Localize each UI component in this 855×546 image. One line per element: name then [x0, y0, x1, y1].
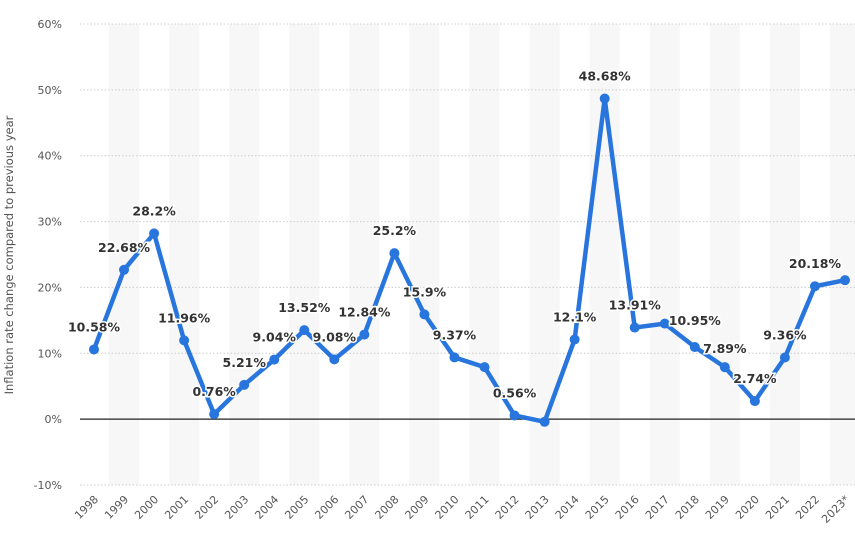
column-band — [469, 24, 500, 485]
y-tick-label: 0% — [45, 413, 62, 426]
data-point — [539, 416, 550, 427]
data-point — [299, 325, 310, 336]
x-tick-label: 1999 — [102, 493, 131, 522]
data-point — [449, 352, 460, 363]
data-point — [840, 275, 850, 286]
column-band — [589, 24, 620, 485]
data-label: 15.9% — [403, 284, 447, 299]
data-label: 12.84% — [338, 305, 391, 320]
data-point — [179, 335, 190, 346]
column-band — [769, 24, 800, 485]
data-label: 22.68% — [98, 240, 151, 255]
y-tick-label: 20% — [38, 281, 62, 294]
data-label: 12.1% — [553, 309, 597, 324]
x-tick-label: 2016 — [613, 493, 642, 522]
data-point — [749, 396, 760, 407]
data-point — [119, 264, 130, 275]
data-point — [419, 309, 430, 320]
data-label: 9.37% — [433, 327, 477, 342]
x-tick-label: 2006 — [312, 493, 341, 522]
x-tick-label: 2023* — [819, 493, 852, 526]
data-point — [599, 93, 610, 104]
data-label: 9.36% — [763, 328, 807, 343]
data-label: 10.58% — [68, 319, 121, 334]
column-band — [169, 24, 200, 485]
data-point — [779, 352, 790, 363]
column-band — [709, 24, 740, 485]
y-axis-label: Inflation rate change compared to previo… — [2, 115, 16, 394]
x-tick-label: 2009 — [403, 493, 432, 522]
x-tick-label: 2001 — [162, 493, 191, 522]
x-tick-label: 2014 — [553, 493, 582, 522]
column-band — [529, 24, 560, 485]
x-tick-label: 1998 — [72, 493, 101, 522]
data-label: 2.74% — [733, 371, 777, 386]
y-tick-label: 50% — [38, 84, 62, 97]
data-point — [659, 318, 670, 329]
x-tick-label: 2017 — [643, 493, 672, 522]
data-label: 13.91% — [609, 298, 662, 313]
data-point — [389, 248, 400, 259]
y-tick-label: -10% — [34, 479, 62, 492]
column-band — [830, 24, 855, 485]
column-band — [229, 24, 260, 485]
data-point — [809, 281, 820, 292]
x-tick-label: 2007 — [342, 493, 371, 522]
y-tick-label: 10% — [38, 347, 62, 360]
data-point — [269, 354, 280, 365]
data-point — [629, 322, 640, 333]
data-label: 28.2% — [132, 203, 176, 218]
data-label: 48.68% — [579, 69, 632, 84]
data-label: 10.95% — [669, 313, 722, 328]
data-point — [479, 362, 490, 373]
data-label: 13.52% — [278, 300, 331, 315]
data-point — [509, 410, 520, 421]
x-tick-label: 2004 — [252, 493, 281, 522]
data-label: 7.89% — [703, 341, 747, 356]
data-point — [569, 334, 580, 345]
column-band — [649, 24, 680, 485]
x-tick-label: 2005 — [282, 493, 311, 522]
data-label: 9.04% — [253, 330, 297, 345]
x-tick-label: 2013 — [523, 493, 552, 522]
data-point — [719, 362, 730, 373]
data-label: 0.56% — [493, 385, 537, 400]
data-point — [149, 228, 160, 239]
y-tick-label: 40% — [38, 150, 62, 163]
data-label: 0.76% — [192, 384, 236, 399]
x-tick-label: 2019 — [703, 493, 732, 522]
data-label: 11.96% — [158, 310, 211, 325]
data-point — [239, 379, 250, 390]
column-band — [349, 24, 380, 485]
x-tick-label: 2010 — [433, 493, 462, 522]
x-tick-label: 2012 — [493, 493, 522, 522]
data-point — [89, 344, 99, 355]
x-tick-label: 2008 — [373, 493, 402, 522]
y-tick-label: 30% — [38, 216, 62, 229]
data-point — [209, 409, 220, 420]
x-tick-label: 2011 — [463, 493, 492, 522]
data-label: 25.2% — [373, 223, 417, 238]
data-label: 20.18% — [789, 256, 842, 271]
x-tick-label: 2021 — [763, 493, 792, 522]
x-tick-label: 2002 — [192, 493, 221, 522]
x-tick-label: 2020 — [733, 493, 762, 522]
data-label: 5.21% — [223, 355, 267, 370]
series-line — [91, 96, 846, 425]
data-point — [689, 342, 700, 353]
data-point — [329, 354, 340, 365]
y-tick-label: 60% — [38, 18, 62, 31]
x-tick-label: 2003 — [222, 493, 251, 522]
x-tick-label: 2022 — [793, 493, 822, 522]
x-tick-label: 2015 — [583, 493, 612, 522]
x-tick-label: 2018 — [673, 493, 702, 522]
column-band — [409, 24, 440, 485]
column-band — [289, 24, 320, 485]
data-point — [359, 329, 370, 340]
data-label: 9.08% — [313, 329, 357, 344]
x-tick-label: 2000 — [132, 493, 161, 522]
